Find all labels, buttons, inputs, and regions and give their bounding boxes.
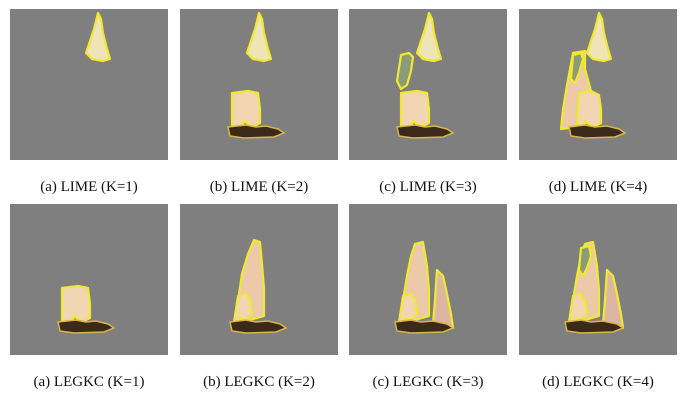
hull-segment <box>575 89 603 131</box>
deck-segment <box>394 319 455 334</box>
legkc-k3-saliency-image <box>394 240 455 334</box>
lime-k4-saliency-image <box>559 11 627 139</box>
deck-segment <box>564 319 625 334</box>
lime-k1-saliency-image <box>84 11 112 63</box>
legkc-k4-panel <box>519 204 677 355</box>
mast-gap-segment <box>569 51 585 85</box>
lime-k3-caption: (c) LIME (K=3) <box>379 179 477 195</box>
lime-k2-panel <box>180 9 338 160</box>
legkc-k1-caption: (a) LEGKC (K=1) <box>33 374 145 390</box>
legkc-k3-panel <box>349 204 507 355</box>
legkc-k3-caption: (c) LEGKC (K=3) <box>372 374 484 390</box>
lime-k3-saliency-image <box>395 11 455 139</box>
flag-segment <box>245 11 273 63</box>
lime-k2-caption: (b) LIME (K=2) <box>209 179 309 195</box>
mast-gap-segment <box>577 244 593 278</box>
legkc-k4-caption: (d) LEGKC (K=4) <box>542 374 654 390</box>
jib-segment <box>601 268 625 330</box>
deck-segment <box>229 319 288 334</box>
lime-k2-saliency-image <box>227 11 286 139</box>
lime-k3-panel <box>349 9 507 160</box>
lime-k1-caption: (a) LIME (K=1) <box>40 179 138 195</box>
legkc-k1-panel <box>10 204 168 355</box>
deck-segment <box>568 124 627 139</box>
lime-k4-caption: (d) LIME (K=4) <box>548 179 648 195</box>
legkc-k1-saliency-image <box>57 284 116 334</box>
flag-segment <box>585 11 613 63</box>
deck-segment <box>227 124 286 139</box>
legkc-k2-panel <box>180 204 338 355</box>
deck-segment <box>57 319 116 334</box>
lime-k4-panel <box>519 9 677 160</box>
legkc-k2-caption: (b) LEGKC (K=2) <box>203 374 315 390</box>
flag-segment <box>84 11 112 63</box>
legkc-k4-saliency-image <box>564 240 625 334</box>
legkc-k2-saliency-image <box>229 238 288 334</box>
mast-gap-segment <box>395 51 415 91</box>
jib-segment <box>431 268 455 330</box>
deck-segment <box>396 124 455 139</box>
lime-k1-panel <box>10 9 168 160</box>
flag-segment <box>415 11 443 63</box>
